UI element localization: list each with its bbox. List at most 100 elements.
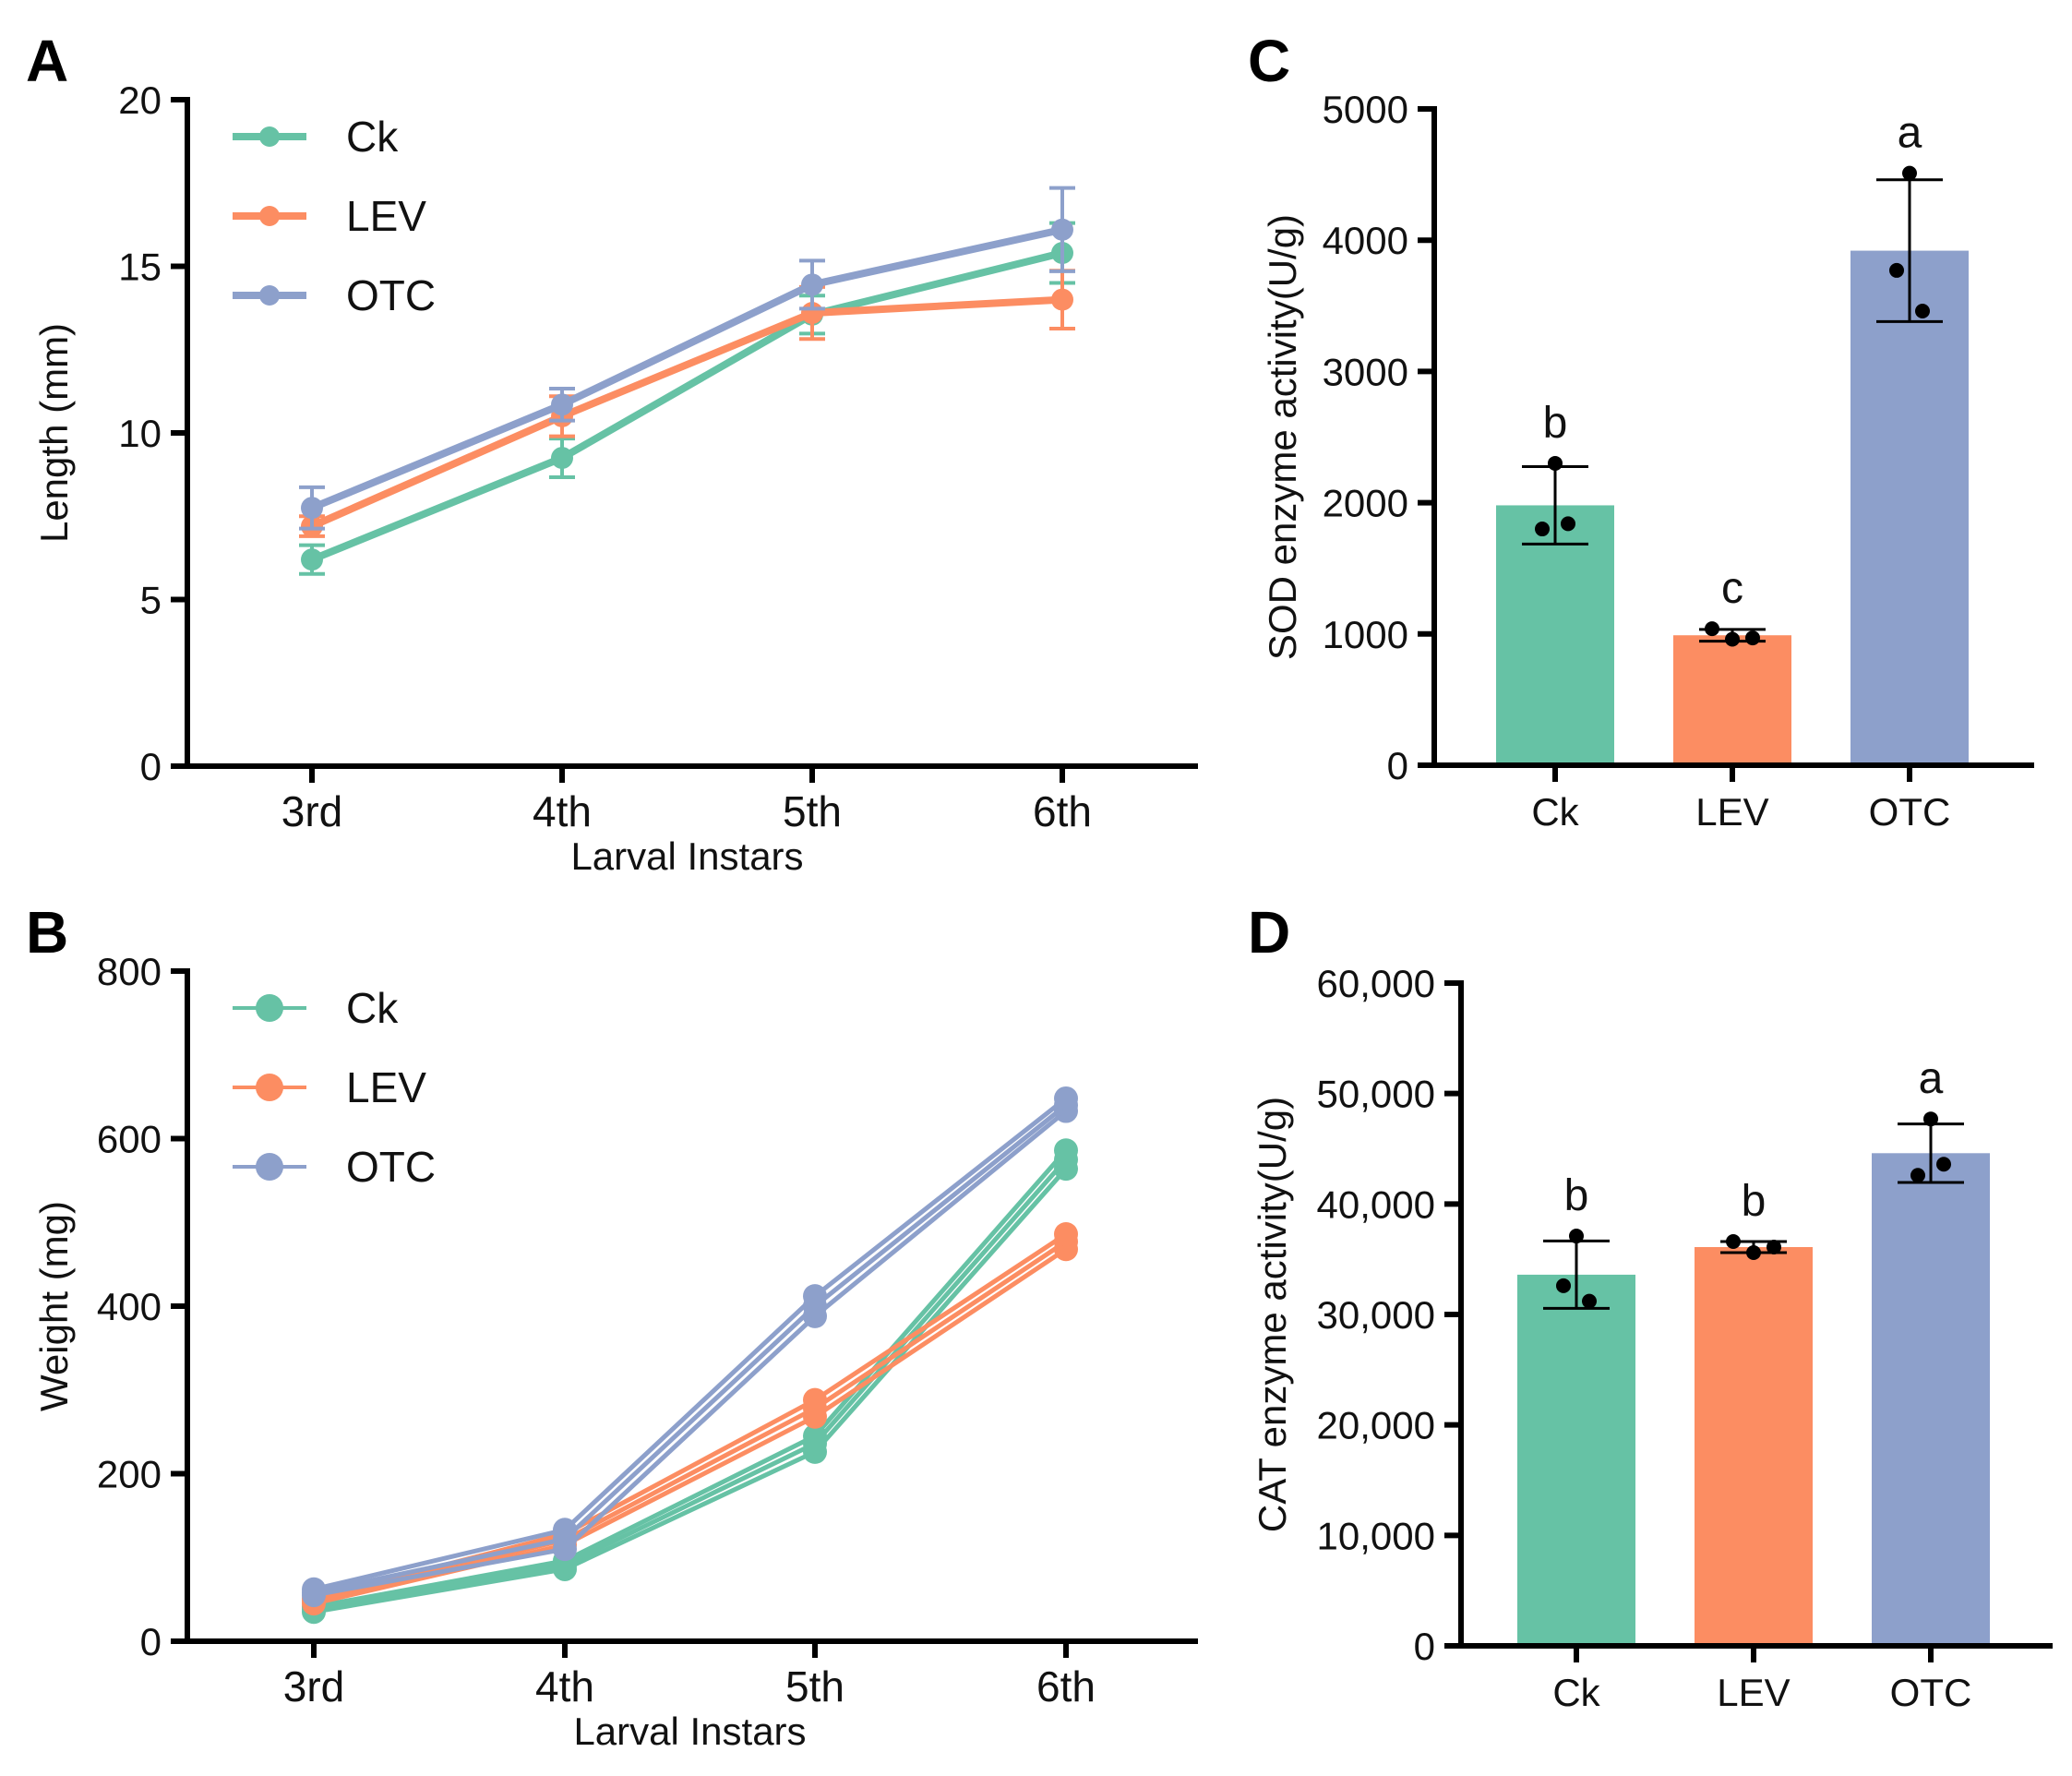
panel-letter-a: A (26, 28, 68, 94)
legend-label-ck: Ck (346, 984, 399, 1032)
y-tick-label: 10 (118, 412, 162, 455)
data-point (553, 1518, 577, 1542)
data-point (551, 393, 573, 416)
replicate-line (313, 1096, 1068, 1592)
data-point (803, 1284, 827, 1309)
y-axis-title: CAT enzyme activity(U/g) (1251, 1097, 1294, 1532)
y-tick-label: 1000 (1323, 613, 1408, 656)
x-tick-label: 3rd (283, 1662, 344, 1710)
y-tick-label: 0 (140, 745, 162, 788)
x-tick-label: LEV (1717, 1671, 1790, 1714)
significance-letter: b (1543, 399, 1568, 448)
legend-marker-otc (259, 285, 280, 306)
legend-marker-ck (256, 994, 283, 1022)
series-line (310, 249, 1063, 563)
series-otc (302, 1086, 1078, 1608)
legend-label-otc: OTC (346, 271, 436, 319)
series-line (310, 295, 1063, 530)
bar-otc (1850, 250, 1969, 762)
replicate-point (1746, 1244, 1761, 1260)
data-point (1054, 1138, 1078, 1163)
x-tick-label: 3rd (281, 787, 342, 835)
bar-lev (1673, 635, 1791, 762)
x-tick-label: LEV (1695, 790, 1768, 834)
replicate-point (1902, 165, 1917, 181)
replicate-point (1548, 455, 1563, 471)
legend-marker-ck (259, 126, 280, 147)
bar-otc (1872, 1153, 1990, 1643)
panel-b-weight-chart: 0 200 400 600 800 3rd 4th 5th 6th Weight (mg) Larv… (32, 950, 1198, 1753)
y-tick-label: 5000 (1323, 88, 1408, 131)
legend-marker-lev (259, 206, 280, 226)
y-tick-label: 2000 (1323, 482, 1408, 525)
y-tick-label: 30,000 (1317, 1293, 1435, 1337)
replicate-point (1556, 1278, 1571, 1293)
y-tick-label: 50,000 (1317, 1073, 1435, 1116)
significance-letter: b (1564, 1171, 1589, 1220)
replicate-point (1936, 1157, 1951, 1172)
bar-ck (1496, 505, 1614, 762)
legend-marker-lev (256, 1074, 283, 1101)
replicate-line (313, 1167, 1068, 1614)
y-axis-title: SOD enzyme activity(U/g) (1261, 214, 1304, 660)
y-tick-label: 4000 (1323, 219, 1408, 262)
data-point (1054, 1086, 1078, 1110)
panel-letter-d: D (1248, 899, 1290, 966)
y-tick-label: 3000 (1323, 350, 1408, 393)
replicate-point (1767, 1240, 1781, 1255)
data-point (302, 1577, 326, 1602)
replicate-line (313, 1247, 1068, 1606)
data-point (1051, 288, 1073, 311)
series-ck (302, 1138, 1078, 1625)
significance-letter: a (1898, 109, 1922, 158)
replicate-point (1582, 1293, 1597, 1309)
data-point (803, 1423, 827, 1448)
y-tick-label: 40,000 (1317, 1182, 1435, 1226)
replicate-point (1889, 262, 1904, 278)
x-axis-title: Larval Instars (570, 834, 803, 878)
data-point (1051, 218, 1073, 241)
y-tick-label: 20,000 (1317, 1404, 1435, 1447)
x-tick-label: Ck (1531, 790, 1579, 834)
x-tick-label: 4th (535, 1662, 594, 1710)
replicate-line (313, 1148, 1068, 1610)
replicate-point (1726, 1234, 1741, 1250)
bar-ck (1517, 1274, 1635, 1643)
y-tick-label: 200 (97, 1453, 162, 1496)
replicate-line (313, 1109, 1068, 1598)
data-point (301, 548, 323, 571)
y-tick-label: 400 (97, 1285, 162, 1328)
replicate-line (313, 1158, 1068, 1612)
y-tick-label: 60,000 (1317, 962, 1435, 1005)
significance-letter: c (1721, 564, 1743, 613)
x-tick-label: 5th (785, 1662, 844, 1710)
x-tick-label: 6th (1036, 1662, 1096, 1710)
replicate-point (1915, 303, 1930, 318)
x-tick-label: OTC (1890, 1671, 1972, 1714)
replicate-point (1923, 1111, 1938, 1127)
y-tick-label: 5 (140, 579, 162, 622)
y-axis-title: Weight (mg) (32, 1201, 76, 1411)
panel-d-cat-chart: 0 10,000 20,000 30,000 40,000 50,000 60,000 Ck L… (1251, 962, 2053, 1714)
replicate-point (1725, 631, 1740, 647)
y-tick-label: 15 (118, 246, 162, 289)
x-tick-label: OTC (1869, 790, 1951, 834)
legend-label-lev: LEV (346, 192, 426, 240)
panel-letter-b: B (26, 899, 68, 966)
replicate-point (1569, 1229, 1584, 1244)
panel-letter-c: C (1248, 28, 1290, 94)
legend-label-lev: LEV (346, 1063, 426, 1111)
y-tick-label: 800 (97, 950, 162, 993)
legend-label-otc: OTC (346, 1143, 436, 1191)
replicate-line (313, 1103, 1068, 1595)
y-axis-title: Length (mm) (32, 323, 76, 543)
x-axis-title: Larval Instars (573, 1710, 806, 1753)
replicate-point (1535, 522, 1550, 537)
y-tick-label: 20 (118, 78, 162, 122)
y-tick-label: 0 (1414, 1625, 1435, 1668)
data-point (301, 497, 323, 520)
panel-a-length-chart: 0 5 10 15 20 3rd 4th 5th 6th Length (mm) Larval In… (32, 78, 1198, 878)
y-tick-label: 0 (140, 1620, 162, 1663)
replicate-point (1705, 621, 1719, 637)
